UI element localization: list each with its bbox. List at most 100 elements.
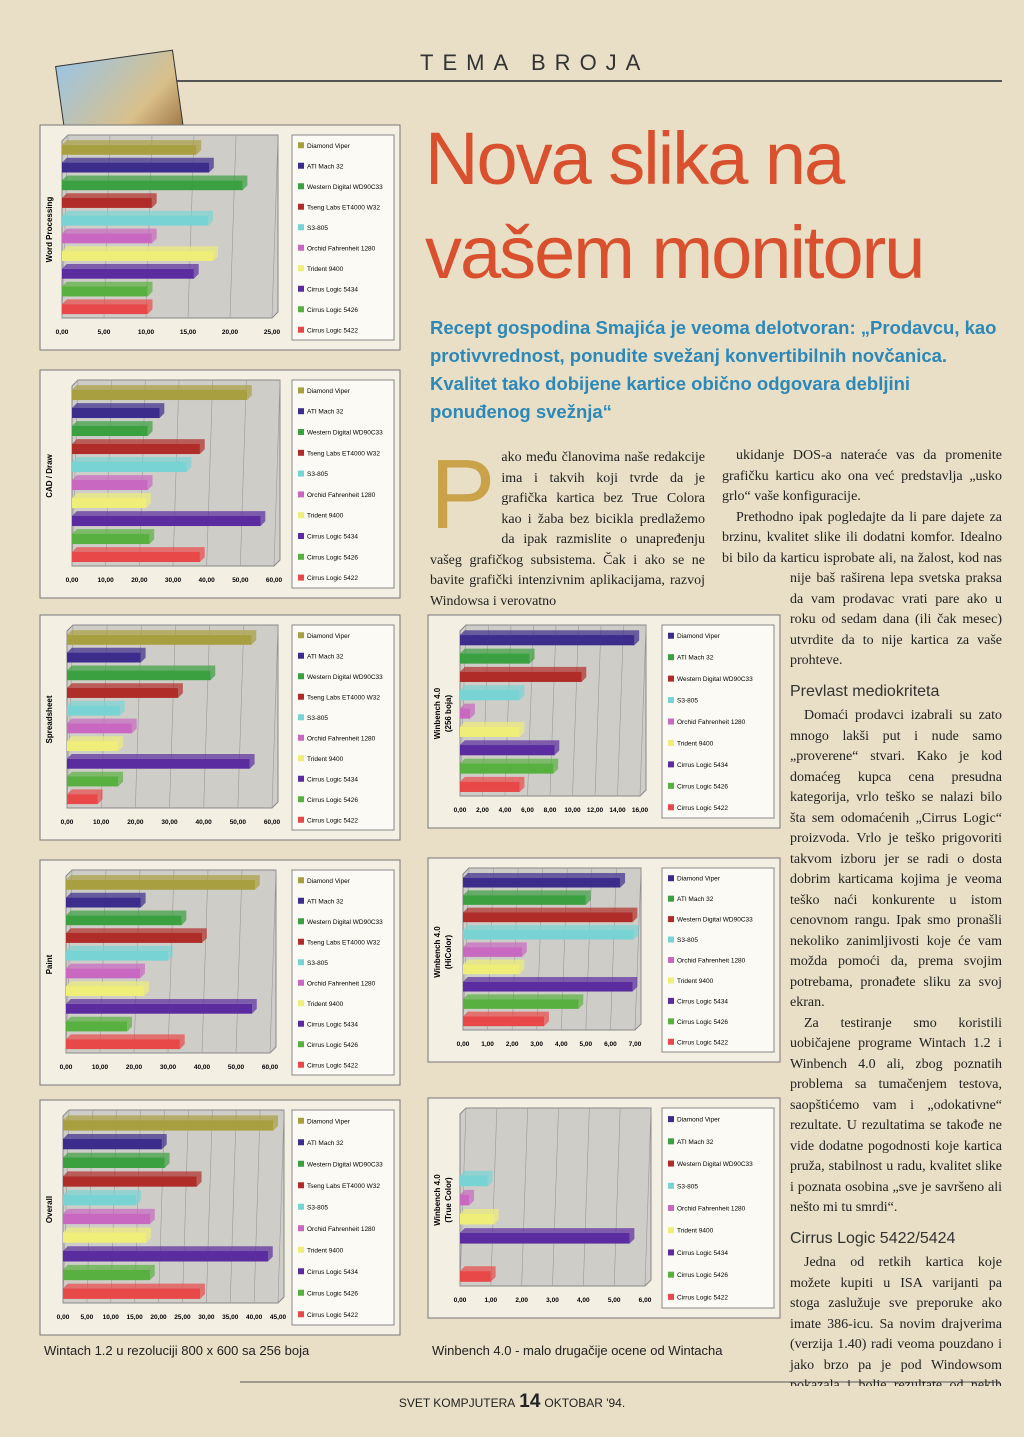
bar: [463, 999, 579, 1009]
legend-swatch: [298, 408, 304, 415]
x-tick-label: 5,00: [81, 1314, 94, 1321]
bar: [63, 1288, 201, 1299]
x-tick-label: 0,00: [454, 807, 467, 814]
x-tick-label: 40,00: [246, 1314, 263, 1321]
legend-label: Western Digital WD90C33: [307, 674, 383, 681]
legend-swatch: [668, 875, 674, 882]
bar: [63, 1194, 137, 1206]
legend: [661, 1107, 775, 1309]
legend-label: Diamond Viper: [677, 1117, 721, 1124]
grid-line: [229, 1109, 237, 1304]
issue: OKTOBAR '94.: [544, 1396, 626, 1410]
column: ukidanje DOS-a nateraće vas da promenite…: [722, 446, 1002, 1386]
bar: [67, 670, 211, 681]
x-tick-label: 2,00: [515, 1297, 528, 1304]
bar-depth: [460, 1228, 635, 1244]
legend-swatch: [298, 796, 304, 803]
grid-line: [610, 867, 617, 1031]
lead: Recept gospodina Smajića je veoma delotv…: [430, 317, 997, 422]
footer: SVET KOMPJUTERA 14 OKTOBAR '94.: [0, 1391, 1024, 1413]
grid-line: [552, 1107, 559, 1287]
legend-label: Western Digital WD90C33: [677, 1161, 753, 1168]
bar: [460, 1213, 494, 1225]
bar-depth: [67, 683, 183, 698]
legend-swatch: [298, 714, 304, 721]
bar: [72, 551, 200, 563]
legend-label: Cirrus Logic 5434: [677, 998, 728, 1005]
legend-swatch: [298, 203, 304, 210]
bar: [67, 776, 119, 787]
legend: [291, 869, 395, 1076]
legend-label: Cirrus Logic 5434: [307, 1269, 358, 1276]
bar-depth: [460, 630, 640, 646]
bar-depth: [460, 1266, 496, 1282]
x-tick-label: 2,00: [476, 807, 489, 814]
x-tick-label: 0,00: [56, 329, 69, 336]
legend-swatch: [298, 734, 304, 741]
x-tick-label: 10,00: [92, 1064, 109, 1071]
bar-depth: [63, 1190, 141, 1206]
legend-swatch: [298, 632, 304, 639]
bar: [62, 268, 194, 279]
bar-depth: [63, 1134, 167, 1150]
x-tick-label: 25,00: [264, 329, 281, 336]
bar: [67, 741, 119, 752]
x-tick-label: 40,00: [194, 1064, 211, 1071]
legend-swatch: [668, 1182, 674, 1189]
bar: [72, 425, 148, 437]
bar: [72, 389, 248, 401]
legend-swatch: [668, 895, 674, 902]
bar-depth: [72, 421, 153, 437]
bar-depth: [463, 977, 638, 992]
x-tick-label: 3,00: [530, 1041, 543, 1048]
bar: [460, 781, 520, 792]
y-axis-label: Winbench 4.0: [433, 1174, 442, 1226]
legend-swatch: [668, 632, 674, 639]
bar: [460, 1194, 470, 1206]
x-tick-label: 14,00: [609, 807, 626, 814]
legend-swatch: [298, 1203, 304, 1210]
grid-line: [271, 624, 279, 809]
x-tick-label: 10,00: [98, 577, 115, 584]
bar: [62, 144, 197, 155]
legend-label: Diamond Viper: [677, 876, 721, 883]
x-tick-label: 20,00: [126, 1064, 143, 1071]
x-tick-label: 20,00: [127, 819, 144, 826]
bar: [460, 1271, 491, 1282]
bar-depth: [67, 665, 216, 681]
grid-line: [613, 1107, 621, 1287]
x-tick-label: 0,00: [454, 1297, 467, 1304]
legend-label: Trident 9400: [307, 266, 344, 273]
legend-swatch: [298, 1246, 304, 1253]
legend-label: ATI Mach 32: [677, 1139, 714, 1146]
bar: [72, 497, 147, 509]
x-tick-label: 0,00: [457, 1041, 470, 1048]
grid-line: [235, 869, 243, 1054]
legend-swatch: [298, 1000, 304, 1007]
legend-label: S3-805: [307, 225, 328, 232]
legend-label: Tseng Labs ET4000 W32: [307, 1183, 380, 1190]
bar: [72, 461, 187, 473]
paragraph: Prethodno ipak pogledajte da li pare daj…: [722, 509, 1002, 669]
bar-depth: [460, 685, 525, 701]
legend-label: Diamond Viper: [307, 633, 351, 640]
bar: [460, 745, 555, 756]
bar-depth: [62, 175, 248, 191]
legend-label: Orchid Fahrenheit 1280: [307, 980, 376, 987]
bar-depth: [62, 299, 153, 315]
x-tick-label: 60,00: [262, 1064, 279, 1071]
bar-depth: [460, 1189, 475, 1206]
grid-line: [240, 379, 247, 567]
legend-swatch: [298, 387, 304, 394]
grid-line: [490, 1107, 498, 1287]
legend-swatch: [668, 1249, 674, 1256]
bar-depth: [72, 439, 205, 455]
bar: [67, 634, 252, 645]
legend-swatch: [298, 652, 304, 659]
x-tick-label: 6,00: [639, 1297, 652, 1304]
legend-label: Western Digital WD90C33: [307, 184, 383, 191]
legend-label: Orchid Fahrenheit 1280: [677, 719, 746, 726]
x-tick-label: 10,00: [93, 819, 110, 826]
bar-depth: [67, 718, 137, 734]
